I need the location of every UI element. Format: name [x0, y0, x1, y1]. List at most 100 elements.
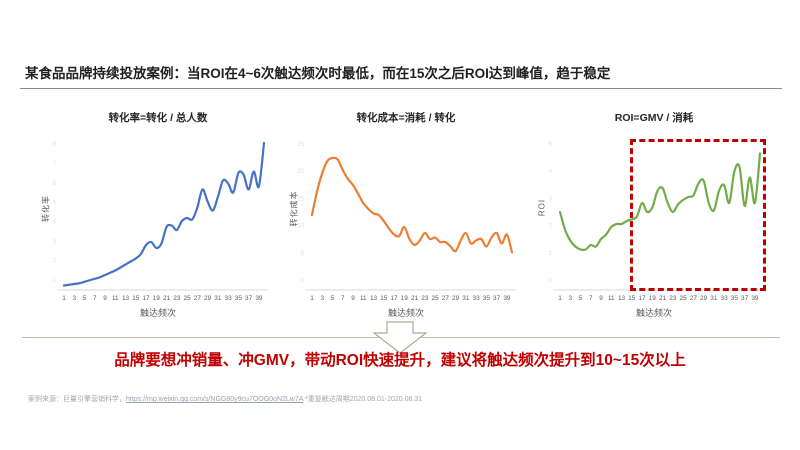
- x-tick-label: 15: [628, 295, 636, 302]
- x-axis-title: 触达频次: [387, 308, 424, 318]
- x-tick-label: 31: [710, 295, 718, 302]
- x-tick-label: 23: [669, 295, 677, 302]
- x-tick-label: 21: [163, 295, 171, 302]
- y-tick-label: 5: [301, 251, 305, 257]
- x-tick-label: 9: [599, 295, 603, 302]
- x-tick-label: 37: [245, 295, 253, 302]
- y-tick-label: 7: [53, 161, 57, 167]
- series-line-转化成本: [310, 156, 514, 254]
- x-tick-label: 27: [194, 295, 202, 302]
- x-tick-label: 29: [452, 295, 460, 302]
- x-tick-label: 13: [370, 295, 378, 302]
- x-tick-label: 31: [462, 295, 470, 302]
- y-tick-label: 4: [53, 220, 57, 226]
- x-tick-label: 39: [255, 295, 263, 302]
- y-tick-label: 0: [301, 278, 305, 284]
- x-tick-label: 9: [103, 295, 107, 302]
- x-tick-label: 15: [132, 295, 140, 302]
- y-tick-label: 4: [549, 169, 553, 175]
- x-axis-title: 触达频次: [139, 308, 176, 318]
- x-tick-label: 37: [741, 295, 749, 302]
- x-tick-label: 7: [341, 295, 345, 302]
- x-tick-label: 7: [589, 295, 593, 302]
- x-tick-label: 17: [142, 295, 150, 302]
- y-tick-label: 1: [549, 251, 553, 257]
- y-tick-label: 10: [297, 224, 304, 230]
- y-tick-label: 5: [53, 200, 57, 206]
- y-tick-label: 2: [549, 224, 553, 230]
- x-tick-label: 17: [638, 295, 646, 302]
- x-tick-label: 31: [214, 295, 222, 302]
- x-tick-label: 33: [473, 295, 481, 302]
- x-tick-label: 19: [153, 295, 161, 302]
- footer: 案例来源：巨量引擎营销科学，https://mp.weixin.qq.com/s…: [28, 394, 768, 404]
- source-text: 案例来源：巨量引擎营销科学，: [28, 396, 126, 403]
- x-tick-label: 11: [360, 295, 367, 302]
- source-note: *重复触达周期2020.08.01-2020.08.31: [303, 396, 423, 403]
- slide-title: 某食品品牌持续投放案例：当ROI在4~6次触达频次时最低，而在15次之后ROI达…: [25, 66, 611, 81]
- y-tick-label: 1: [53, 278, 57, 284]
- x-tick-label: 21: [659, 295, 667, 302]
- y-tick-label: 6: [53, 181, 57, 187]
- x-tick-label: 35: [731, 295, 739, 302]
- x-tick-label: 25: [680, 295, 688, 302]
- x-tick-label: 27: [442, 295, 450, 302]
- x-tick-label: 11: [608, 295, 615, 302]
- chart-title-conversion-cost: 转化成本=消耗 / 转化: [356, 112, 456, 124]
- x-tick-label: 29: [700, 295, 708, 302]
- x-tick-label: 19: [649, 295, 657, 302]
- down-arrow-icon: [372, 321, 428, 354]
- x-tick-label: 39: [503, 295, 511, 302]
- x-tick-label: 5: [579, 295, 583, 302]
- y-tick-label: 5: [549, 142, 553, 148]
- x-tick-label: 23: [173, 295, 181, 302]
- x-tick-label: 33: [225, 295, 233, 302]
- y-tick-label: 3: [53, 239, 57, 245]
- x-tick-label: 1: [310, 295, 314, 302]
- x-tick-label: 23: [421, 295, 429, 302]
- x-tick-label: 3: [72, 295, 76, 302]
- series-line-转化率: [62, 141, 266, 287]
- y-tick-label: 15: [297, 196, 304, 202]
- y-tick-label: 20: [297, 169, 304, 175]
- chart-conversion-rate: 转化率=转化 / 总人数 转化率 8 7 6 5 4 3 2 1 1 3 5 7 9 11 13 15 17 19…: [38, 108, 278, 323]
- x-tick-label: 3: [320, 295, 324, 302]
- x-tick-label: 5: [83, 295, 87, 302]
- title-divider: [20, 88, 782, 89]
- x-tick-label: 35: [483, 295, 491, 302]
- y-tick-label: 2: [53, 259, 57, 265]
- source-link[interactable]: https://mp.weixin.qq.com/s/NGG80y9cu7OOG…: [126, 396, 304, 403]
- x-tick-label: 13: [122, 295, 130, 302]
- y-tick-label: 25: [297, 142, 304, 148]
- x-tick-label: 37: [493, 295, 501, 302]
- x-tick-label: 33: [721, 295, 729, 302]
- x-tick-label: 27: [690, 295, 698, 302]
- x-axis-title: 触达频次: [635, 308, 672, 318]
- x-tick-label: 13: [618, 295, 626, 302]
- conclusion-text: 品牌要想冲销量、冲GMV，带动ROI快速提升，建议将触达频次提升到10~15次以…: [114, 352, 686, 369]
- x-tick-label: 35: [235, 295, 243, 302]
- roi-highlight-box: [629, 139, 766, 291]
- x-tick-label: 3: [568, 295, 572, 302]
- y-tick-label: 8: [53, 142, 57, 148]
- x-tick-label: 39: [751, 295, 759, 302]
- chart-title-conversion-rate: 转化率=转化 / 总人数: [108, 112, 208, 124]
- x-tick-label: 15: [380, 295, 388, 302]
- x-tick-label: 25: [184, 295, 192, 302]
- x-tick-label: 21: [411, 295, 419, 302]
- x-tick-label: 1: [62, 295, 66, 302]
- x-tick-label: 11: [112, 295, 119, 302]
- x-tick-label: 25: [432, 295, 440, 302]
- chart-conversion-cost: 转化成本=消耗 / 转化 转化成本 25 20 15 10 5 0 1 3 5 7 9 11 13 15 1…: [286, 108, 526, 323]
- x-tick-label: 1: [558, 295, 562, 302]
- chart-title-roi: ROI=GMV / 消耗: [614, 112, 694, 124]
- series-line-ROI: [558, 152, 762, 252]
- chart-roi: ROI=GMV / 消耗 ROI 5 4 3 2 1 0 1 3 5 7 9 11 13 15 17 19 21…: [534, 108, 774, 323]
- x-tick-label: 19: [401, 295, 409, 302]
- x-tick-label: 9: [351, 295, 355, 302]
- x-tick-label: 5: [331, 295, 335, 302]
